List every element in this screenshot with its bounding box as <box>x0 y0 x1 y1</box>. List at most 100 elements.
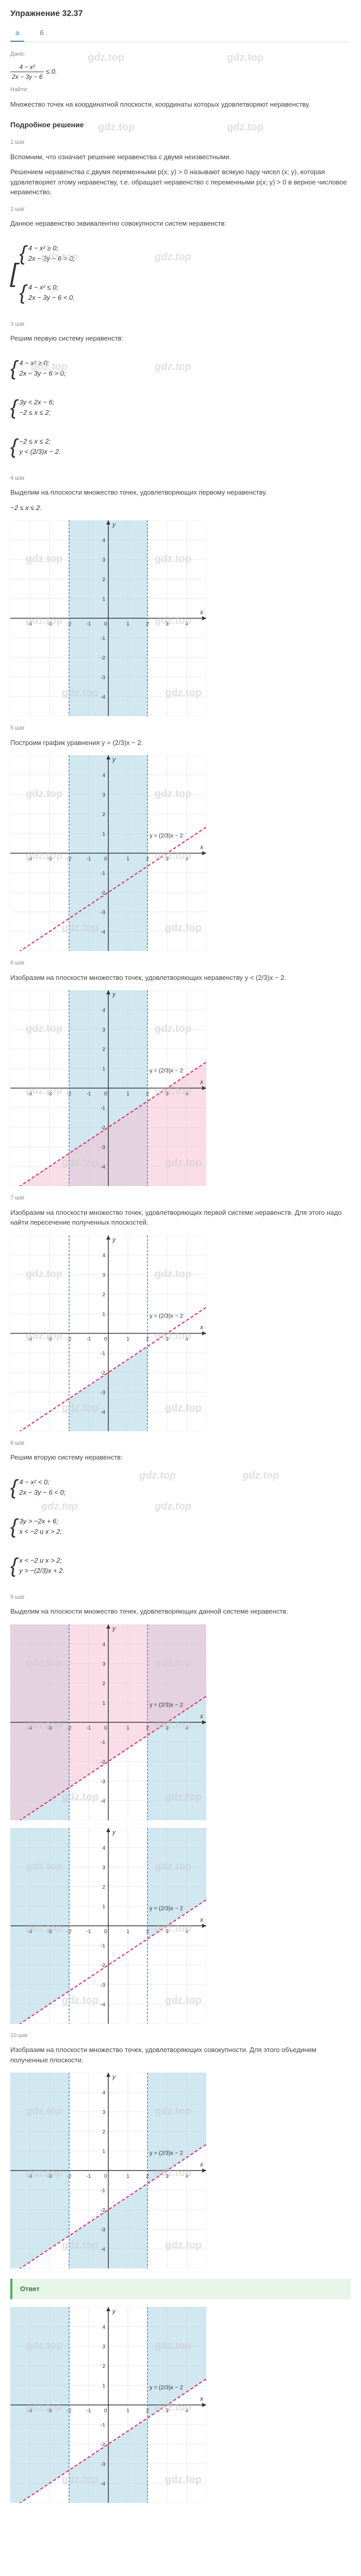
svg-text:1: 1 <box>102 2383 105 2389</box>
svg-text:2: 2 <box>102 1047 105 1053</box>
relation: ≤ 0. <box>46 67 57 75</box>
svg-text:-3: -3 <box>101 1145 105 1150</box>
svg-text:-1: -1 <box>101 1740 105 1745</box>
svg-text:-4: -4 <box>101 929 105 935</box>
graph-step5: -4-3-2-11234-4-3-2-112340xyy = (2/3)x − … <box>10 755 351 951</box>
tab-b[interactable]: б <box>35 25 48 42</box>
watermark: gdz.top <box>155 1499 191 1514</box>
sys-line: 4 − x² ≥ 0; <box>19 358 65 368</box>
svg-text:3: 3 <box>166 2174 169 2179</box>
step8-text: Решим вторую систему неравенств: <box>10 1452 351 1463</box>
graph-step4: -4-3-2-11234-4-3-2-112340xygdz.topgdz.to… <box>10 520 351 716</box>
svg-text:3: 3 <box>102 1865 105 1871</box>
step5-label: 5 шаг <box>10 724 351 733</box>
svg-text:x: x <box>200 1916 204 1923</box>
sys-line: y < (2/3)x − 2. <box>19 447 60 457</box>
svg-text:3: 3 <box>166 621 169 627</box>
step9-text: Выделим на плоскости множество точек, уд… <box>10 1606 351 1617</box>
svg-text:-1: -1 <box>87 2408 91 2414</box>
answer-label: Ответ <box>10 2279 351 2299</box>
svg-text:y: y <box>112 2073 116 2080</box>
svg-text:0: 0 <box>104 1336 107 1342</box>
svg-text:-1: -1 <box>87 2174 91 2179</box>
svg-text:3: 3 <box>102 557 105 563</box>
svg-text:-1: -1 <box>101 1106 105 1111</box>
svg-text:2: 2 <box>102 1885 105 1890</box>
tab-a[interactable]: а <box>10 25 24 42</box>
svg-text:3: 3 <box>102 1662 105 1667</box>
watermark: gdz.top <box>227 120 264 135</box>
svg-text:x: x <box>200 2395 204 2402</box>
svg-text:y = (2/3)x − 2: y = (2/3)x − 2 <box>150 1905 183 1911</box>
svg-text:1: 1 <box>126 2174 129 2179</box>
svg-text:x: x <box>200 1713 204 1720</box>
svg-text:1: 1 <box>102 597 105 602</box>
svg-text:x: x <box>200 2161 204 2168</box>
svg-text:1: 1 <box>102 1312 105 1317</box>
svg-text:-3: -3 <box>101 675 105 681</box>
svg-text:2: 2 <box>102 2364 105 2369</box>
svg-text:-4: -4 <box>28 1929 32 1935</box>
sys-line: 4 − x² < 0; <box>19 1477 65 1487</box>
svg-text:-4: -4 <box>101 1799 105 1804</box>
sys-line: 2x − 3y − 6 < 0. <box>28 293 75 303</box>
svg-text:-4: -4 <box>28 621 32 627</box>
svg-text:-4: -4 <box>101 2481 105 2487</box>
system2: { 4 − x² ≥ 0; 2x − 3y − 6 > 0; { 3y < 2x… <box>10 349 351 466</box>
system1: [ { 4 − x² ≥ 0; 2x − 3y − 6 > 0; { 4 − x… <box>10 234 351 312</box>
svg-text:-3: -3 <box>47 621 52 627</box>
svg-text:-1: -1 <box>101 2422 105 2428</box>
step1-text: Вспомним, что означает решение неравенст… <box>10 152 351 162</box>
svg-text:-1: -1 <box>101 2188 105 2194</box>
sys-line: 4 − x² ≤ 0; <box>28 282 75 293</box>
watermark: gdz.top <box>139 1468 176 1483</box>
svg-text:-3: -3 <box>101 910 105 916</box>
page-title: Упражнение 32.37 <box>10 8 351 20</box>
svg-text:-3: -3 <box>47 2408 52 2414</box>
svg-text:4: 4 <box>102 538 105 544</box>
svg-text:-2: -2 <box>101 1963 105 1969</box>
svg-text:4: 4 <box>185 621 188 627</box>
fraction-num: 4 − x² <box>10 62 44 72</box>
watermark: gdz.top <box>242 1468 279 1483</box>
svg-text:4: 4 <box>102 2325 105 2330</box>
step4-ineq: −2 ≤ x ≤ 2. <box>10 503 351 513</box>
svg-text:-1: -1 <box>87 1091 91 1097</box>
sys-line: −2 ≤ x ≤ 2; <box>19 408 54 418</box>
svg-text:4: 4 <box>185 856 188 862</box>
svg-text:-4: -4 <box>28 1725 32 1731</box>
svg-text:-3: -3 <box>47 856 52 862</box>
svg-text:-1: -1 <box>87 1725 91 1731</box>
svg-text:3: 3 <box>102 2110 105 2115</box>
step1-label: 1 шаг <box>10 138 351 147</box>
svg-text:1: 1 <box>126 2408 129 2414</box>
svg-text:-2: -2 <box>101 1125 105 1131</box>
svg-text:x: x <box>200 1078 204 1086</box>
svg-text:-3: -3 <box>47 1336 52 1342</box>
find-label: Найти: <box>10 86 351 94</box>
step7-label: 7 шаг <box>10 1194 351 1202</box>
svg-text:4: 4 <box>185 1091 188 1097</box>
svg-text:1: 1 <box>102 1701 105 1706</box>
svg-text:1: 1 <box>102 1904 105 1910</box>
svg-text:-3: -3 <box>47 1725 52 1731</box>
svg-text:-2: -2 <box>101 1759 105 1765</box>
sys-line: 4 − x² ≥ 0; <box>28 243 75 253</box>
sys-line: 2x − 3y − 6 > 0; <box>28 253 75 264</box>
step9-label: 9 шаг <box>10 1593 351 1602</box>
svg-text:-4: -4 <box>101 2002 105 2008</box>
svg-text:-1: -1 <box>101 1351 105 1357</box>
svg-text:y: y <box>112 1625 116 1632</box>
svg-text:-3: -3 <box>101 2227 105 2233</box>
svg-text:-2: -2 <box>101 655 105 661</box>
step2-text: Данное неравенство эквивалентно совокупн… <box>10 218 351 229</box>
step10-text: Изобразим на плоскости множество точек, … <box>10 2045 351 2065</box>
svg-text:3: 3 <box>166 2408 169 2414</box>
svg-text:4: 4 <box>102 2090 105 2096</box>
step10-label: 10 шаг <box>10 2031 351 2040</box>
svg-text:y = (2/3)x − 2: y = (2/3)x − 2 <box>150 2150 183 2156</box>
svg-text:3: 3 <box>166 1929 169 1935</box>
tab-bar: а б <box>10 25 351 42</box>
svg-text:-1: -1 <box>87 1929 91 1935</box>
step1-theory: Решением неравенства с двумя переменными… <box>10 167 351 197</box>
